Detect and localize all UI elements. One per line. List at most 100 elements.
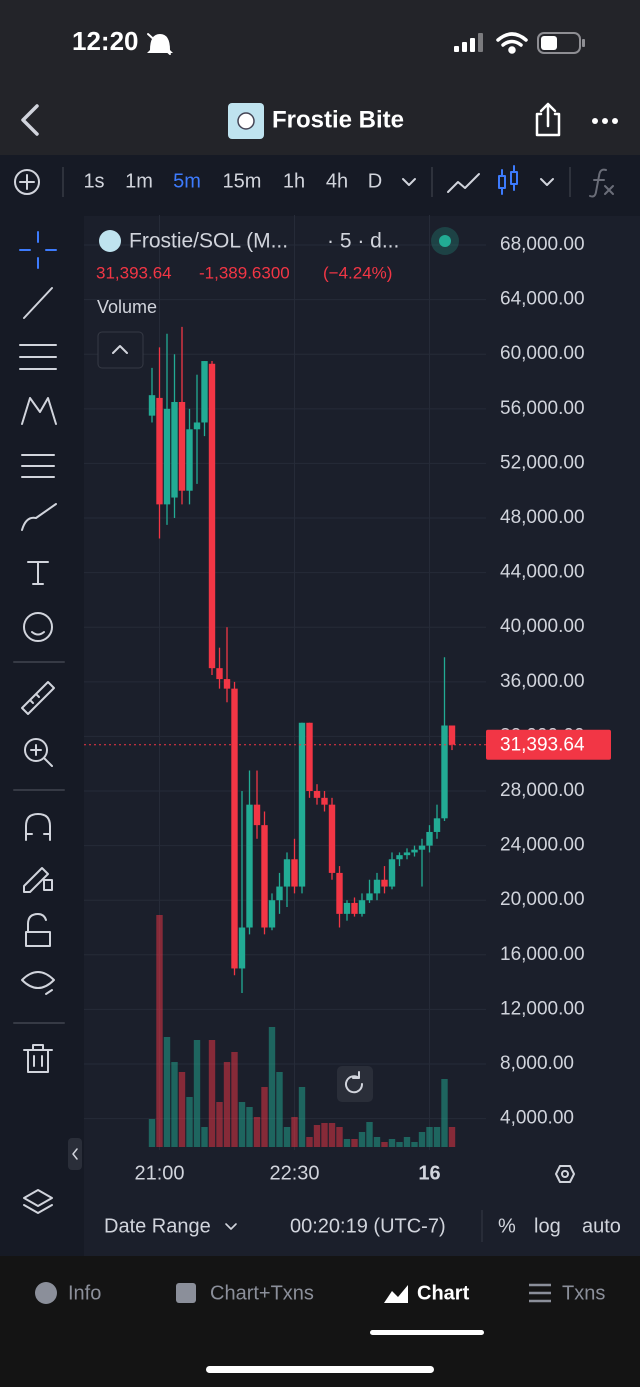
volume-bar [291, 1117, 298, 1147]
candle-body [321, 797, 328, 805]
add-indicator-button[interactable] [14, 169, 40, 195]
y-tick-label: 12,000.00 [500, 998, 585, 1019]
text-tool[interactable] [27, 561, 49, 585]
x-tick-label: 16 [418, 1162, 440, 1184]
fib-tool[interactable] [19, 344, 57, 370]
volume-bars [148, 915, 456, 1147]
volume-bar [441, 1079, 448, 1147]
tab-label[interactable]: Chart [417, 1282, 470, 1304]
candle-body [283, 859, 291, 887]
volume-bar [448, 1127, 456, 1147]
candle-body [328, 804, 336, 873]
candle-chart-button[interactable] [498, 165, 518, 195]
candle-body [186, 429, 193, 491]
volume-bar [373, 1137, 381, 1147]
x-tick-label: 22:30 [269, 1162, 319, 1184]
share-button[interactable] [535, 102, 561, 137]
auto-toggle[interactable]: auto [582, 1215, 621, 1237]
collapse-tools-button[interactable] [68, 1138, 82, 1170]
back-button[interactable] [21, 104, 39, 136]
candle-body [381, 879, 388, 887]
layers-button[interactable] [23, 1189, 53, 1214]
axes: 68,000.00 64,000.00 60,000.00 56,000.00 52,0… [84, 234, 611, 1184]
tab-label[interactable]: Chart+Txns [210, 1282, 314, 1304]
chart-type-dropdown[interactable] [540, 178, 554, 186]
legend-symbol: Frostie/SOL (M... [129, 230, 288, 253]
candle-body [298, 722, 306, 887]
interval-button[interactable]: 1m [125, 170, 153, 192]
trendline-tool[interactable] [23, 287, 53, 319]
x-tick-label: 21:00 [134, 1162, 184, 1184]
settings-button[interactable] [555, 1165, 575, 1183]
delete-tool[interactable] [23, 1044, 53, 1073]
grid [84, 215, 486, 1150]
unlock-tool[interactable] [25, 913, 51, 947]
zoom-tool[interactable] [24, 738, 53, 767]
tab-icon [529, 1283, 551, 1303]
collapse-legend-button[interactable] [97, 331, 144, 369]
candle-body [276, 886, 283, 901]
y-tick-label: 28,000.00 [500, 780, 585, 801]
visibility-tool[interactable] [21, 971, 55, 995]
volume-bar [313, 1125, 321, 1147]
volume-bar [276, 1072, 283, 1147]
crosshair-tool[interactable] [19, 231, 57, 269]
volume-bar [231, 1052, 238, 1147]
signal-icon [454, 33, 483, 52]
interval-button[interactable]: 1s [83, 170, 104, 192]
emoji-tool[interactable] [23, 612, 53, 642]
ruler-tool[interactable] [21, 681, 55, 715]
volume-bar [216, 1102, 223, 1147]
candles [148, 326, 456, 994]
interval-button[interactable]: 15m [223, 170, 262, 192]
status-time: 12:20 [72, 26, 139, 56]
volume-bar [366, 1122, 373, 1147]
magnet-tool[interactable] [25, 813, 51, 841]
lock-drawings-tool[interactable] [23, 867, 53, 893]
y-tick-label: 8,000.00 [500, 1053, 574, 1074]
chart-pane [84, 216, 640, 1196]
volume-bar [411, 1142, 418, 1147]
tab-label[interactable]: Txns [562, 1282, 605, 1304]
legend-change-pct: (−4.24%) [323, 263, 392, 282]
candle-body [171, 402, 178, 498]
brush-tool[interactable] [21, 503, 57, 531]
candle-body [208, 363, 216, 669]
interval-button[interactable]: D [368, 170, 382, 192]
candle-body [178, 402, 186, 491]
indicators-button[interactable] [589, 168, 614, 198]
volume-bar [396, 1142, 403, 1147]
drawing-tools-bg [0, 211, 78, 1256]
date-range-button[interactable]: Date Range [104, 1215, 211, 1237]
tab-label[interactable]: Info [68, 1282, 101, 1304]
y-tick-label: 36,000.00 [500, 671, 585, 692]
line-chart-button[interactable] [447, 173, 480, 193]
volume-bar [283, 1127, 291, 1147]
candle-body [388, 859, 396, 887]
interval-button[interactable]: 4h [326, 170, 348, 192]
candle-body [366, 893, 373, 901]
y-tick-label: 24,000.00 [500, 835, 585, 856]
candle-body [163, 408, 171, 505]
tab-bar-bg [0, 1256, 640, 1387]
legend-volume: Volume [97, 297, 157, 317]
prediction-tool[interactable] [21, 454, 55, 478]
candle-body [396, 855, 403, 860]
top-bar-bg [0, 0, 640, 155]
y-tick-label: 4,000.00 [500, 1108, 574, 1129]
interval-button[interactable]: 5m [173, 170, 201, 192]
percent-toggle[interactable]: % [498, 1215, 516, 1237]
candle-body [291, 859, 298, 887]
y-tick-label: 44,000.00 [500, 562, 585, 583]
home-indicator [206, 1366, 434, 1373]
more-button[interactable] [592, 118, 618, 124]
log-toggle[interactable]: log [534, 1215, 561, 1237]
pattern-tool[interactable] [21, 397, 57, 425]
volume-bar [381, 1142, 388, 1147]
battery-icon [537, 32, 585, 54]
reset-chart-button[interactable] [337, 1066, 373, 1102]
volume-bar [328, 1123, 336, 1147]
interval-dropdown[interactable] [402, 178, 416, 186]
interval-button[interactable]: 1h [283, 170, 305, 192]
